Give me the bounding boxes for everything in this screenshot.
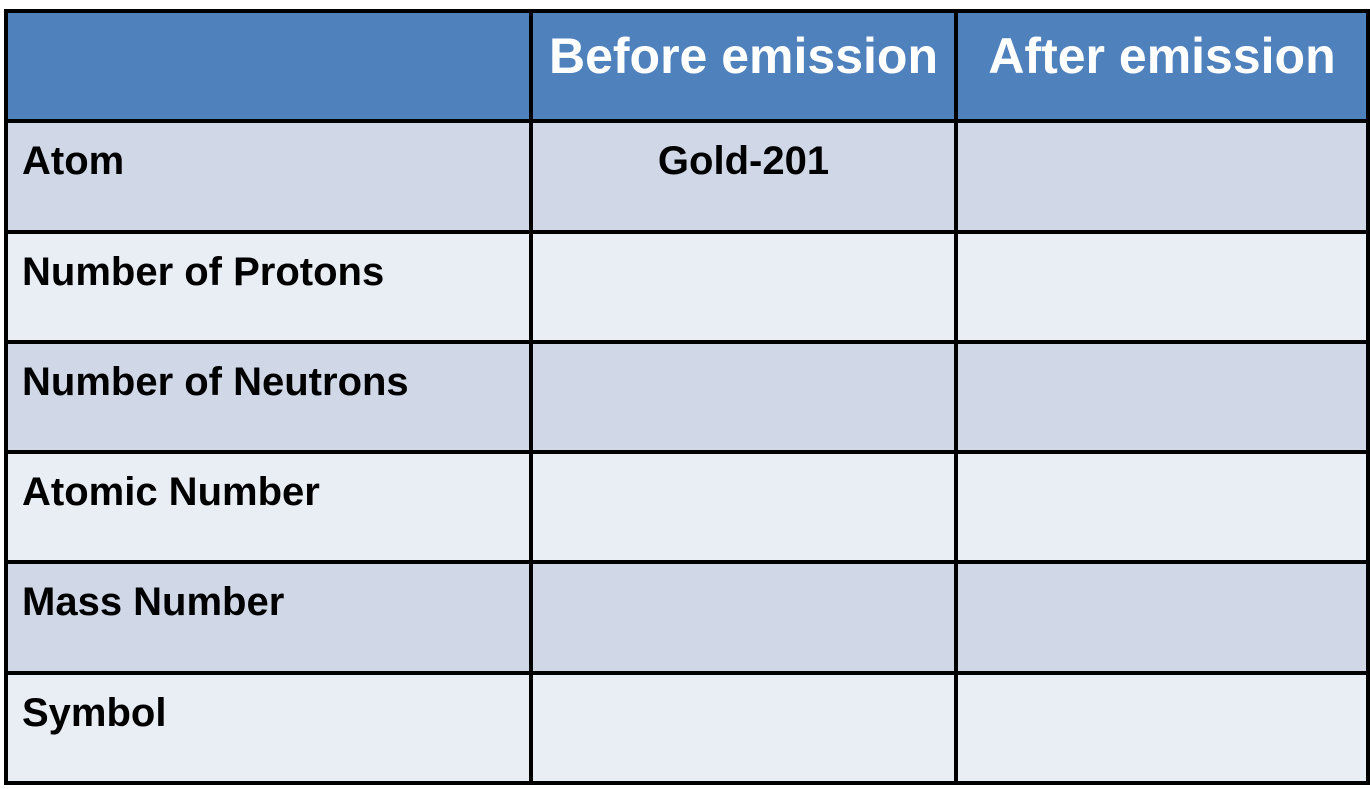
cell-symbol-before[interactable] xyxy=(529,670,958,786)
row-label-mass-number: Mass Number xyxy=(4,560,533,675)
table-row: Atomic Number xyxy=(4,450,1370,565)
row-label-symbol: Symbol xyxy=(4,670,533,786)
row-label-neutrons: Number of Neutrons xyxy=(4,339,533,455)
cell-atom-after[interactable] xyxy=(954,119,1370,234)
header-corner-cell xyxy=(4,8,533,124)
worksheet-table-container: Before emission After emission Atom Gold… xyxy=(4,8,1370,786)
cell-atomic-number-before[interactable] xyxy=(529,450,958,565)
row-label-protons: Number of Protons xyxy=(4,229,533,344)
cell-atom-before[interactable]: Gold-201 xyxy=(529,119,958,234)
cell-atomic-number-after[interactable] xyxy=(954,450,1370,565)
cell-mass-number-after[interactable] xyxy=(954,560,1370,675)
table-row: Symbol xyxy=(4,670,1370,786)
table-row: Mass Number xyxy=(4,560,1370,675)
table-row: Atom Gold-201 xyxy=(4,119,1370,234)
table-row: Number of Protons xyxy=(4,229,1370,344)
header-row: Before emission After emission xyxy=(4,8,1370,124)
cell-symbol-after[interactable] xyxy=(954,670,1370,786)
row-label-atom: Atom xyxy=(4,119,533,234)
cell-protons-after[interactable] xyxy=(954,229,1370,344)
emission-table: Before emission After emission Atom Gold… xyxy=(4,8,1370,786)
cell-neutrons-after[interactable] xyxy=(954,339,1370,455)
header-after-emission: After emission xyxy=(954,8,1370,124)
row-label-atomic-number: Atomic Number xyxy=(4,450,533,565)
cell-protons-before[interactable] xyxy=(529,229,958,344)
cell-neutrons-before[interactable] xyxy=(529,339,958,455)
cell-mass-number-before[interactable] xyxy=(529,560,958,675)
header-before-emission: Before emission xyxy=(529,8,958,124)
table-row: Number of Neutrons xyxy=(4,339,1370,455)
